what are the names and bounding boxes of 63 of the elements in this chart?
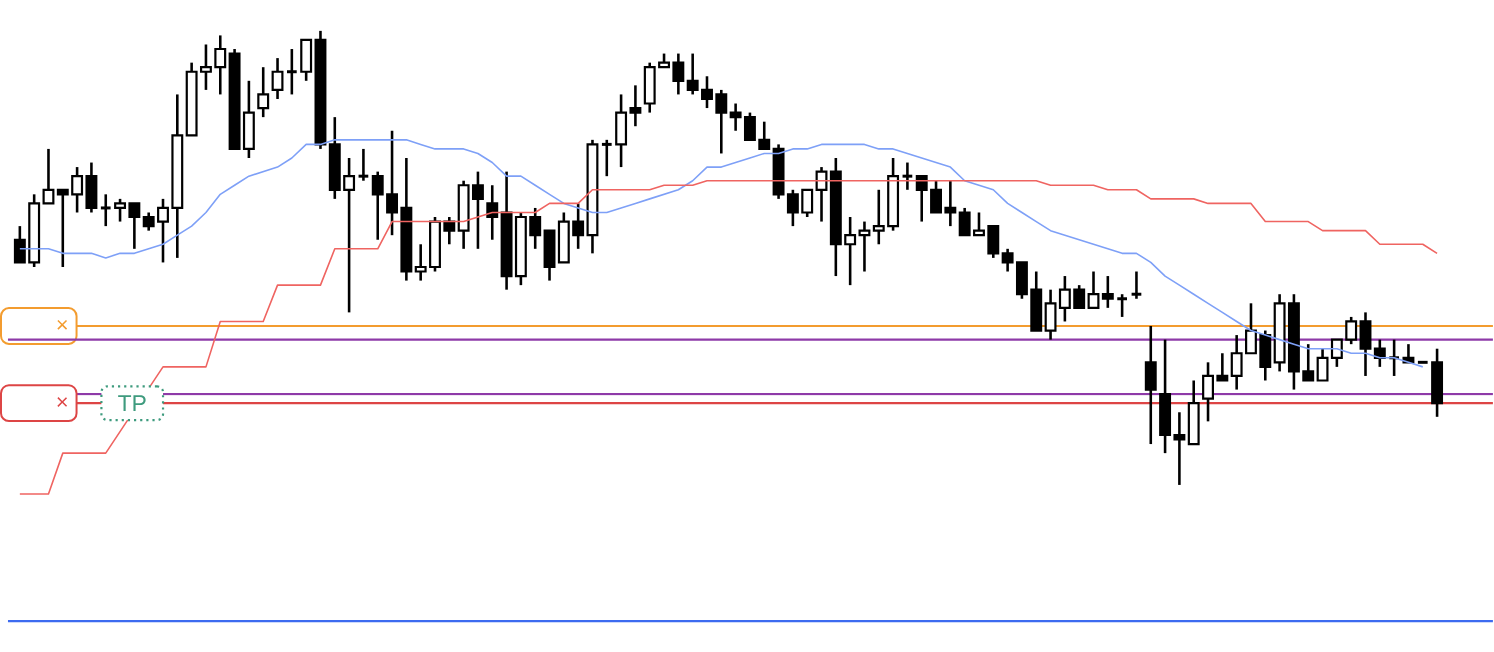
candlestick xyxy=(1001,247,1014,273)
candlestick xyxy=(1202,361,1214,423)
candlestick xyxy=(343,156,356,314)
candlestick xyxy=(1230,333,1243,391)
candlestick xyxy=(114,197,127,223)
candlestick xyxy=(930,179,943,214)
candlestick xyxy=(901,161,914,192)
candlestick xyxy=(386,129,399,237)
candlestick xyxy=(56,188,69,269)
candlestick xyxy=(357,147,370,182)
candlestick xyxy=(915,174,928,223)
ref-line-label: × xyxy=(57,397,68,407)
ref-line-label: × xyxy=(57,319,68,330)
candlestick xyxy=(271,56,284,101)
candlestick xyxy=(371,170,384,242)
candlestick xyxy=(872,188,885,246)
candlestick xyxy=(1058,274,1071,323)
candlestick xyxy=(786,188,799,228)
candlestick xyxy=(743,111,756,142)
candlestick xyxy=(42,147,55,205)
candlestick xyxy=(715,88,728,155)
candlestick xyxy=(486,183,499,242)
candlestick xyxy=(214,34,227,96)
candlestick xyxy=(1330,338,1343,369)
candlestick xyxy=(285,47,299,96)
candlestick xyxy=(944,179,957,228)
candlestick xyxy=(471,170,484,251)
candlestick xyxy=(1087,270,1100,310)
candlestick xyxy=(844,215,857,287)
annotation: TP xyxy=(118,395,146,412)
candlestick xyxy=(973,211,985,237)
candlestick xyxy=(128,202,141,251)
candlestick xyxy=(958,206,971,237)
candlestick xyxy=(758,120,771,151)
candlestick xyxy=(858,220,871,273)
candlestick xyxy=(686,52,699,96)
candlestick xyxy=(1316,347,1329,382)
candlestick xyxy=(672,52,685,96)
candlestick xyxy=(99,193,113,228)
candlestick xyxy=(1216,351,1229,382)
candlestick xyxy=(1345,315,1358,346)
candlestick xyxy=(414,242,427,282)
candlestick xyxy=(1101,274,1114,310)
candlestick xyxy=(71,165,84,214)
candlestick xyxy=(257,65,270,119)
candlestick xyxy=(142,211,155,232)
candlestick xyxy=(729,102,742,133)
candlestick xyxy=(1245,302,1257,355)
candlestick xyxy=(13,224,26,264)
candlestick xyxy=(1302,342,1315,382)
candlestick xyxy=(629,84,642,128)
candlestick xyxy=(600,138,614,178)
candlestick xyxy=(1115,292,1129,319)
candlestick xyxy=(1173,410,1186,487)
candlestick xyxy=(1130,270,1143,301)
candlestick xyxy=(443,215,456,246)
candlestick xyxy=(529,206,542,251)
candlestick xyxy=(199,43,212,92)
candlestick xyxy=(701,74,713,110)
candlestick xyxy=(801,188,814,219)
candlestick xyxy=(157,197,169,264)
candlestick xyxy=(572,202,585,251)
candlestick xyxy=(1073,283,1086,310)
